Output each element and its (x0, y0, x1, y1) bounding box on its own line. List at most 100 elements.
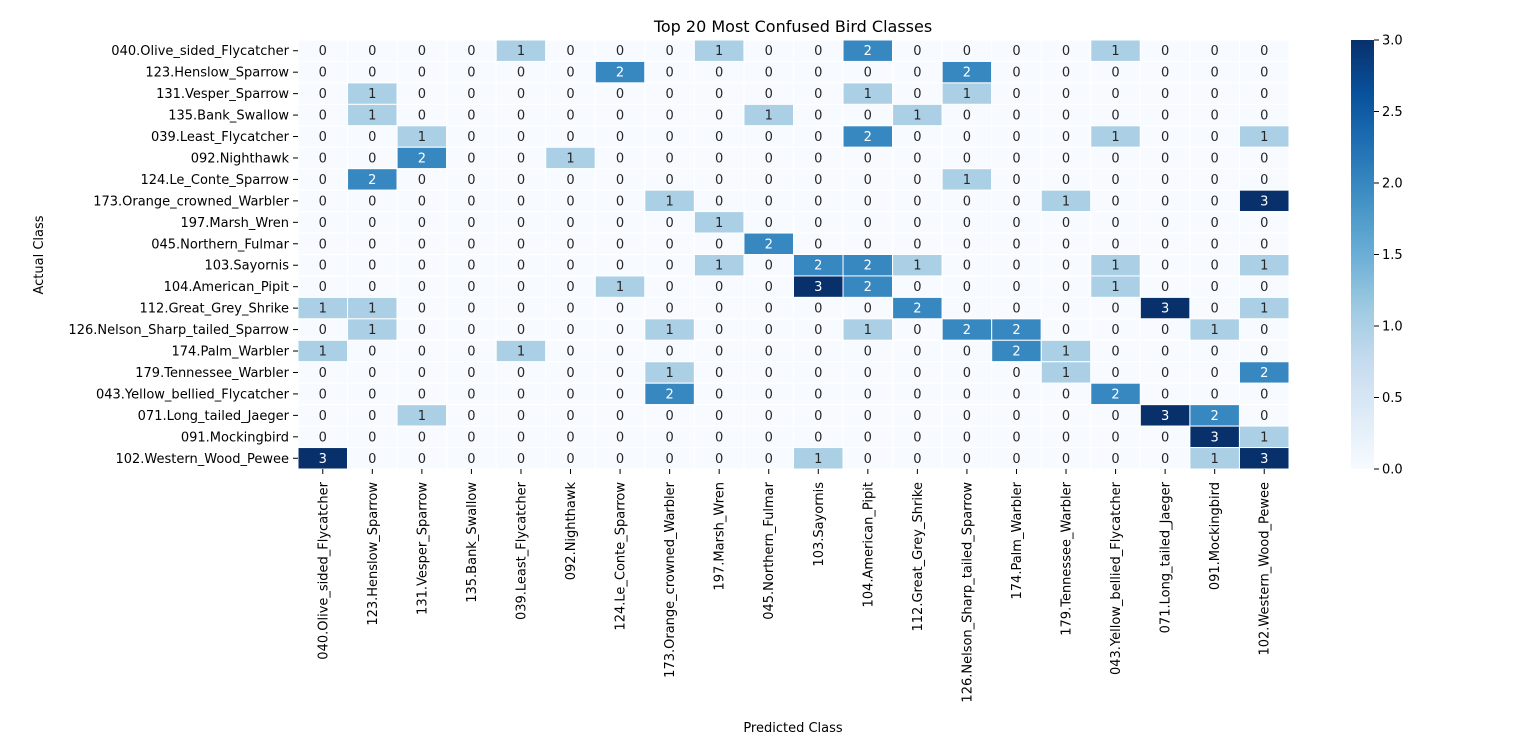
cell-value-label: 0 (715, 173, 723, 188)
cell-value-label: 0 (913, 173, 921, 188)
cell-value-label: 0 (1062, 302, 1070, 317)
cell-value-label: 0 (1161, 452, 1169, 467)
cell-value-label: 0 (963, 237, 971, 252)
cell-value-label: 0 (814, 87, 822, 102)
cell-value-label: 0 (616, 430, 624, 445)
cell-value-label: 0 (913, 430, 921, 445)
cell-value-label: 0 (1062, 151, 1070, 166)
colorbar-tick-label: 3.0 (1382, 34, 1403, 49)
cell-value-label: 0 (814, 173, 822, 188)
cell-value-label: 0 (1260, 151, 1268, 166)
y-tick-label: 197.Marsh_Wren (180, 216, 289, 231)
cell-value-label: 0 (566, 323, 574, 338)
cell-value-label: 1 (517, 345, 525, 360)
cell-value-label: 0 (1161, 151, 1169, 166)
cell-value-label: 0 (566, 430, 574, 445)
cell-value-label: 3 (1260, 452, 1268, 467)
cell-value-label: 1 (665, 194, 673, 209)
cell-value-label: 0 (418, 302, 426, 317)
cell-value-label: 0 (368, 387, 376, 402)
cell-value-label: 0 (1211, 151, 1219, 166)
cell-value-label: 1 (1111, 280, 1119, 295)
cell-value-label: 0 (715, 409, 723, 424)
y-tick-label: 131.Vesper_Sparrow (156, 87, 289, 102)
cell-value-label: 0 (517, 259, 525, 274)
x-tick-label: 173.Orange_crowned_Warbler (663, 481, 678, 677)
cell-value-label: 0 (1012, 409, 1020, 424)
cell-value-label: 0 (765, 216, 773, 231)
cell-value-label: 0 (1012, 237, 1020, 252)
cell-value-label: 0 (665, 430, 673, 445)
cell-value-label: 0 (814, 151, 822, 166)
cell-value-label: 0 (913, 237, 921, 252)
cell-value-label: 0 (1012, 109, 1020, 124)
cell-value-label: 1 (715, 216, 723, 231)
cell-value-label: 0 (368, 216, 376, 231)
cell-value-label: 0 (963, 366, 971, 381)
cell-value-label: 0 (1111, 66, 1119, 81)
cell-value-label: 0 (665, 87, 673, 102)
cell-value-label: 0 (715, 66, 723, 81)
cell-value-label: 2 (765, 237, 773, 252)
cell-value-label: 0 (467, 323, 475, 338)
cell-value-label: 0 (665, 130, 673, 145)
cell-value-label: 0 (765, 194, 773, 209)
cell-value-label: 0 (814, 216, 822, 231)
y-tick-label: 135.Bank_Swallow (168, 109, 289, 124)
cell-value-label: 0 (665, 173, 673, 188)
cell-value-label: 0 (864, 151, 872, 166)
x-tick-label: 197.Marsh_Wren (713, 482, 728, 591)
cell-value-label: 0 (715, 345, 723, 360)
y-tick-label: 104.American_Pipit (164, 280, 289, 295)
cell-value-label: 1 (1111, 44, 1119, 59)
cell-value-label: 0 (1161, 130, 1169, 145)
cell-value-label: 0 (1111, 345, 1119, 360)
x-tick-label: 091.Mockingbird (1208, 482, 1223, 590)
cell-value-label: 0 (1012, 44, 1020, 59)
cell-value-label: 0 (616, 259, 624, 274)
cell-value-label: 0 (665, 452, 673, 467)
cell-value-label: 2 (864, 44, 872, 59)
cell-value-label: 0 (963, 109, 971, 124)
cell-value-label: 0 (566, 387, 574, 402)
cell-value-label: 0 (1012, 430, 1020, 445)
cell-value-label: 0 (1062, 66, 1070, 81)
cell-value-label: 0 (814, 345, 822, 360)
cell-value-label: 0 (418, 109, 426, 124)
cell-value-label: 0 (319, 194, 327, 209)
cell-value-label: 0 (1111, 87, 1119, 102)
y-tick-label: 040.Olive_sided_Flycatcher (111, 44, 289, 59)
cell-value-label: 0 (665, 259, 673, 274)
cell-value-label: 0 (1111, 173, 1119, 188)
cell-value-label: 3 (1260, 194, 1268, 209)
cell-value-label: 0 (864, 302, 872, 317)
cell-value-label: 0 (1111, 366, 1119, 381)
colorbar-tick-label: 0.0 (1382, 463, 1403, 478)
cell-value-label: 0 (418, 87, 426, 102)
cell-value-label: 0 (566, 366, 574, 381)
cell-value-label: 0 (1012, 366, 1020, 381)
cell-value-label: 0 (517, 452, 525, 467)
cell-value-label: 0 (1161, 259, 1169, 274)
cell-value-label: 1 (715, 259, 723, 274)
cell-value-label: 0 (765, 409, 773, 424)
y-tick-label: 174.Palm_Warbler (172, 345, 290, 360)
cell-value-label: 0 (467, 216, 475, 231)
cell-value-label: 1 (963, 87, 971, 102)
cell-value-label: 0 (1260, 387, 1268, 402)
cell-value-label: 0 (1260, 87, 1268, 102)
cell-value-label: 0 (418, 259, 426, 274)
cell-value-label: 0 (1111, 452, 1119, 467)
cell-value-label: 0 (1211, 194, 1219, 209)
cell-value-label: 0 (1062, 173, 1070, 188)
cell-value-label: 0 (616, 216, 624, 231)
cell-value-label: 0 (566, 130, 574, 145)
cell-value-label: 2 (913, 302, 921, 317)
x-tick-label: 112.Great_Grey_Shrike (911, 482, 926, 631)
cell-value-label: 0 (319, 387, 327, 402)
cell-value-label: 2 (963, 323, 971, 338)
cell-value-label: 0 (418, 323, 426, 338)
cell-value-label: 0 (368, 194, 376, 209)
cell-value-label: 1 (418, 130, 426, 145)
cell-value-label: 0 (715, 430, 723, 445)
